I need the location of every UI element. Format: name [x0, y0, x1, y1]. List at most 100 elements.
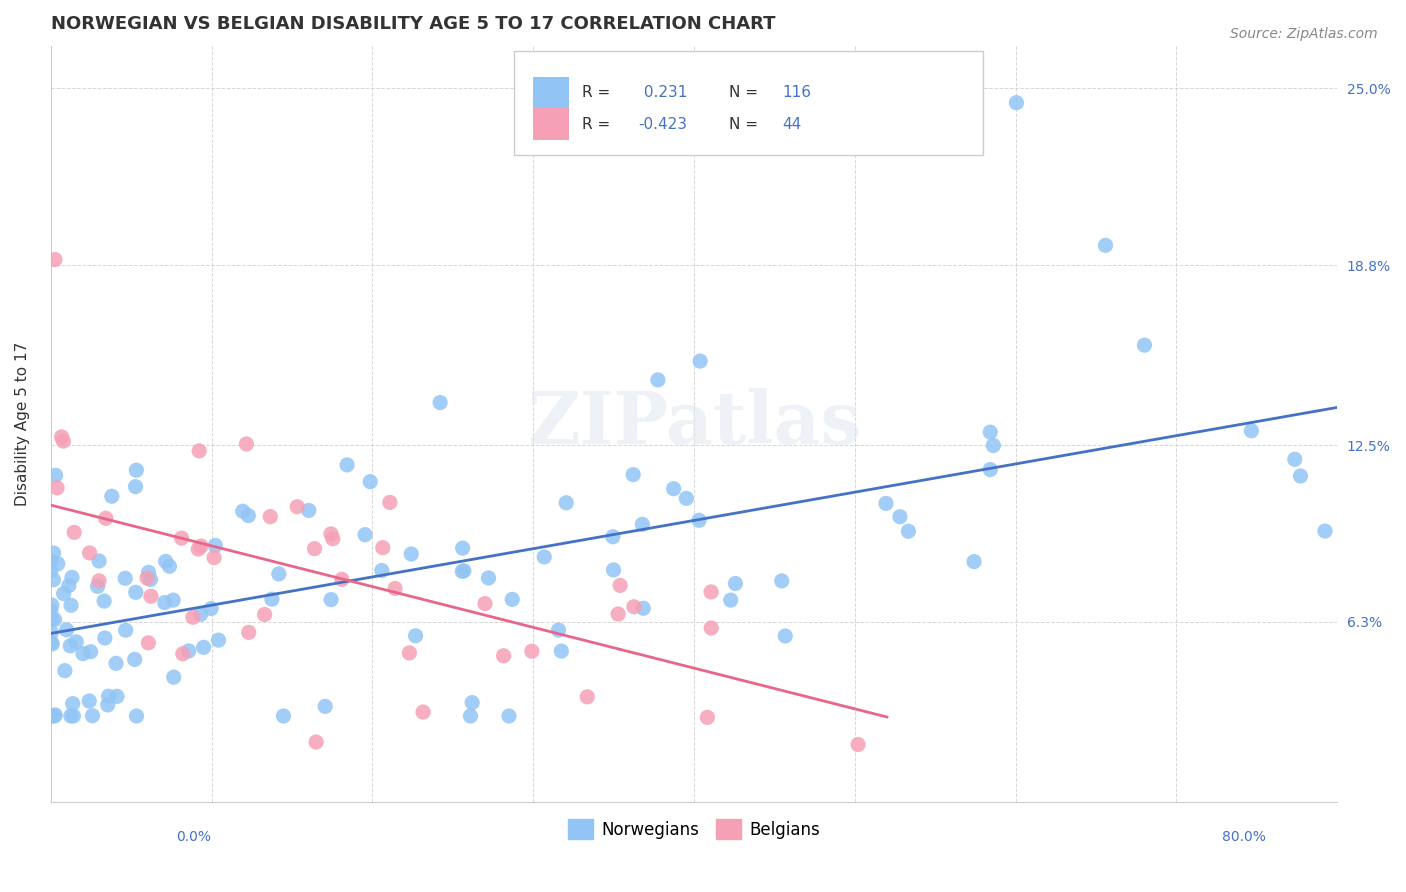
Point [696, 710, 718, 724]
Point [602, 530, 624, 544]
Point [384, 582, 406, 596]
Point [52, 434, 75, 448]
Point [700, 585, 723, 599]
Point [474, 597, 496, 611]
Point [662, 482, 685, 496]
Point [52, 586, 75, 600]
Point [60, 599, 83, 613]
Point [314, 699, 336, 714]
Point [846, 738, 869, 752]
Point [41, 709, 63, 723]
Point [59, 639, 82, 653]
Point [51, 430, 73, 444]
Point [889, 509, 911, 524]
Point [451, 565, 474, 579]
Point [533, 549, 555, 564]
Point [170, 531, 193, 545]
FancyBboxPatch shape [533, 77, 569, 109]
Point [979, 425, 1001, 439]
Point [181, 610, 204, 624]
Point [1240, 424, 1263, 438]
Point [963, 555, 986, 569]
Point [44, 252, 66, 267]
Point [371, 564, 394, 578]
Point [259, 509, 281, 524]
Point [298, 503, 321, 517]
Text: R =: R = [582, 117, 616, 132]
Point [45, 468, 67, 483]
Point [897, 524, 920, 539]
Point [53, 664, 76, 678]
Point [97, 689, 120, 703]
Point [39, 564, 62, 578]
Point [42, 546, 65, 560]
Point [39, 636, 62, 650]
Point [42, 573, 65, 587]
Point [86, 579, 108, 593]
Point [155, 554, 177, 568]
Point [547, 623, 569, 637]
Point [139, 573, 162, 587]
Point [647, 373, 669, 387]
Point [39, 604, 62, 618]
Point [97, 698, 120, 712]
Text: 116: 116 [783, 85, 811, 100]
Point [41, 625, 63, 640]
Point [319, 527, 342, 541]
Legend: Norwegians, Belgians: Norwegians, Belgians [561, 813, 827, 847]
Point [576, 690, 599, 704]
Point [1313, 524, 1336, 538]
Point [138, 566, 160, 580]
Point [1094, 238, 1116, 252]
Point [44, 709, 66, 723]
Point [609, 578, 631, 592]
Point [633, 601, 655, 615]
Point [401, 547, 423, 561]
Point [773, 629, 796, 643]
Point [114, 571, 136, 585]
Point [46, 481, 69, 495]
Point [412, 705, 434, 719]
Point [153, 596, 176, 610]
Point [190, 539, 212, 553]
Point [688, 513, 710, 527]
Point [983, 438, 1005, 452]
Point [79, 546, 101, 560]
Point [163, 670, 186, 684]
FancyBboxPatch shape [515, 51, 983, 155]
Point [207, 633, 229, 648]
Point [46, 557, 69, 571]
Point [330, 572, 353, 586]
Text: N =: N = [728, 117, 762, 132]
Text: NORWEGIAN VS BELGIAN DISABILITY AGE 5 TO 17 CORRELATION CHART: NORWEGIAN VS BELGIAN DISABILITY AGE 5 TO… [51, 15, 775, 33]
Text: 0.0%: 0.0% [176, 830, 211, 844]
Point [770, 574, 793, 588]
Point [44, 613, 66, 627]
Point [253, 607, 276, 622]
Point [700, 621, 723, 635]
Point [138, 636, 160, 650]
Point [1005, 95, 1028, 110]
Point [125, 585, 148, 599]
Point [125, 709, 148, 723]
Point [55, 623, 77, 637]
Point [125, 463, 148, 477]
FancyBboxPatch shape [533, 109, 569, 140]
Point [1133, 338, 1156, 352]
Point [41, 637, 63, 651]
Point [157, 559, 180, 574]
Point [188, 443, 211, 458]
Point [451, 541, 474, 556]
Point [187, 542, 209, 557]
Point [429, 395, 451, 409]
Text: 80.0%: 80.0% [1222, 830, 1265, 844]
Point [520, 644, 543, 658]
Point [1289, 469, 1312, 483]
Point [501, 592, 523, 607]
Point [322, 532, 344, 546]
Point [193, 640, 215, 655]
Point [602, 563, 624, 577]
Text: 44: 44 [783, 117, 801, 132]
Point [200, 601, 222, 615]
Point [59, 709, 82, 723]
